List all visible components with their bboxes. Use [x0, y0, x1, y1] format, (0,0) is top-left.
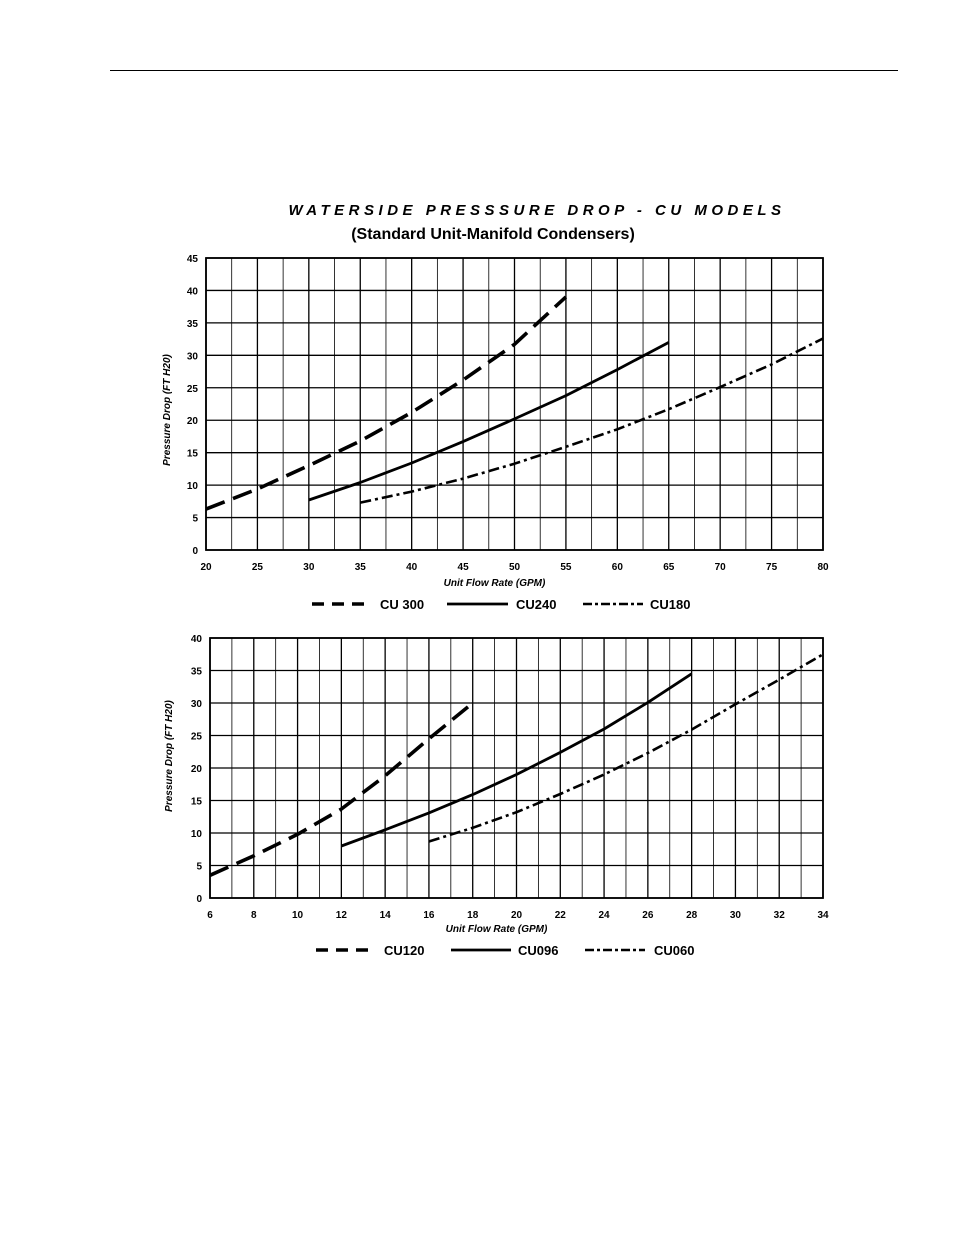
- x-tick-label: 75: [766, 562, 778, 573]
- legend-label: CU240: [516, 597, 556, 612]
- y-tick-label: 15: [191, 797, 203, 808]
- y-tick-label: 0: [196, 894, 202, 905]
- x-tick-label: 35: [355, 562, 367, 573]
- plot-frame: [205, 257, 824, 551]
- y-tick-label: 35: [187, 319, 199, 330]
- x-tick-label: 28: [686, 910, 698, 921]
- x-axis-label: Unit Flow Rate (GPM): [444, 578, 546, 589]
- y-tick-label: 0: [192, 546, 198, 557]
- legend-label: CU180: [650, 597, 690, 612]
- x-tick-label: 20: [200, 562, 212, 573]
- y-tick-label: 30: [191, 699, 203, 710]
- y-axis-label: Pressure Drop (FT H20): [162, 353, 173, 465]
- y-tick-label: 10: [191, 829, 203, 840]
- legend-label: CU060: [654, 943, 694, 958]
- page-title: WATERSIDE PRESSSURE DROP - CU MODELS: [288, 202, 786, 219]
- series-line-cu240: [308, 341, 670, 502]
- legend-label: CU120: [384, 943, 424, 958]
- x-tick-label: 34: [817, 910, 829, 921]
- y-tick-label: 10: [187, 481, 199, 492]
- x-tick-label: 55: [560, 562, 572, 573]
- x-tick-label: 30: [303, 562, 315, 573]
- x-tick-label: 65: [663, 562, 675, 573]
- y-tick-label: 25: [191, 732, 203, 743]
- y-tick-label: 40: [187, 286, 199, 297]
- x-tick-label: 8: [251, 910, 257, 921]
- x-tick-label: 50: [509, 562, 521, 573]
- x-tick-label: 25: [252, 562, 264, 573]
- x-tick-label: 22: [555, 910, 567, 921]
- x-tick-label: 6: [207, 910, 213, 921]
- y-tick-label: 5: [192, 514, 198, 525]
- x-tick-label: 40: [406, 562, 418, 573]
- chart-2: 6 8 10 12 14 16 18 20 22 24 26 28 30 32 34 0 5 10 15 20 25 30…: [164, 634, 829, 958]
- x-tick-label: 45: [458, 562, 470, 573]
- y-tick-label: 30: [187, 351, 199, 362]
- legend-label: CU096: [518, 943, 558, 958]
- page-subtitle: (Standard Unit-Manifold Condensers): [351, 226, 635, 243]
- x-tick-label: 24: [599, 910, 611, 921]
- y-tick-label: 25: [187, 384, 199, 395]
- y-tick-label: 20: [187, 416, 199, 427]
- series-line-cu096: [340, 672, 693, 848]
- y-tick-label: 35: [191, 667, 203, 678]
- y-axis-label: Pressure Drop (FT H20): [164, 699, 175, 811]
- y-tick-label: 45: [187, 254, 199, 265]
- x-tick-label: 30: [730, 910, 742, 921]
- x-tick-label: 10: [292, 910, 304, 921]
- x-axis-label: Unit Flow Rate (GPM): [446, 924, 548, 935]
- series-line-cu060: [428, 653, 824, 843]
- x-tick-label: 26: [642, 910, 654, 921]
- x-tick-label: 14: [380, 910, 392, 921]
- x-tick-label: 80: [817, 562, 829, 573]
- y-tick-label: 15: [187, 449, 199, 460]
- x-tick-label: 20: [511, 910, 523, 921]
- series-line-cu120: [209, 701, 474, 877]
- x-tick-label: 60: [612, 562, 624, 573]
- x-tick-label: 16: [423, 910, 435, 921]
- y-tick-label: 40: [191, 634, 203, 645]
- x-tick-label: 70: [715, 562, 727, 573]
- series-line-cu300: [205, 295, 568, 511]
- y-tick-label: 20: [191, 764, 203, 775]
- x-tick-label: 12: [336, 910, 348, 921]
- series-line-cu180: [360, 337, 824, 504]
- plot-frame: [209, 637, 824, 899]
- chart-1: 20 25 30 35 40 45 50 55 60 65 70 75 80 0 5 10 15 20 25 30 35…: [162, 254, 829, 612]
- x-tick-label: 32: [774, 910, 786, 921]
- legend-label: CU 300: [380, 597, 424, 612]
- y-tick-label: 5: [196, 862, 202, 873]
- header-rule: [110, 70, 898, 71]
- x-tick-label: 18: [467, 910, 479, 921]
